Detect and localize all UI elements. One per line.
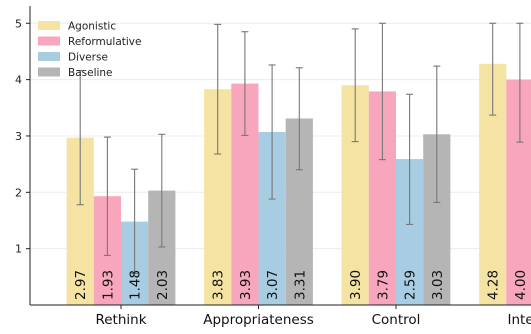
value-label: 1.93 <box>100 270 116 300</box>
value-labels: 2.97 1.93 1.48 2.03 3.83 3.93 3.07 3.31 3.90 3.79… <box>73 270 529 300</box>
value-label: 4.00 <box>513 270 529 300</box>
legend-swatch <box>38 52 60 61</box>
legend-swatch <box>38 67 60 77</box>
y-tick-label: 4 <box>15 74 22 87</box>
value-label: 1.48 <box>128 270 144 300</box>
legend-label: Agonistic <box>68 21 116 33</box>
value-label: 3.79 <box>375 270 391 300</box>
bar <box>506 79 531 305</box>
axes: 1 2 3 4 5 Rethink Appropriateness Control Intere… <box>15 6 531 328</box>
y-tick-label: 2 <box>15 186 22 199</box>
y-tick-label: 5 <box>15 17 22 30</box>
x-tick-label: Control <box>372 312 421 328</box>
legend-swatch <box>38 36 60 46</box>
x-tick-label: Rethink <box>95 312 146 328</box>
legend-label: Baseline <box>68 67 113 79</box>
value-label: 3.93 <box>238 270 254 300</box>
value-label: 3.31 <box>292 270 308 300</box>
error-bars <box>76 22 524 274</box>
legend-label: Diverse <box>68 52 108 64</box>
value-label: 3.90 <box>348 270 364 300</box>
legend-label: Reformulative <box>68 36 141 48</box>
value-label: 2.59 <box>403 270 419 300</box>
value-label: 3.83 <box>211 270 227 300</box>
value-label: 3.07 <box>265 270 281 300</box>
y-tick-label: 3 <box>15 130 22 143</box>
value-label: 2.03 <box>155 270 171 300</box>
x-tick-label: Appropriateness <box>203 312 314 328</box>
legend-swatch <box>38 21 60 30</box>
value-label: 3.03 <box>430 270 446 300</box>
x-tick-label: Interest <box>507 312 531 328</box>
legend: Agonistic Reformulative Diverse Baseline <box>38 21 141 79</box>
value-label: 2.97 <box>73 270 89 300</box>
value-label: 4.28 <box>486 270 502 300</box>
y-tick-label: 1 <box>15 243 22 256</box>
